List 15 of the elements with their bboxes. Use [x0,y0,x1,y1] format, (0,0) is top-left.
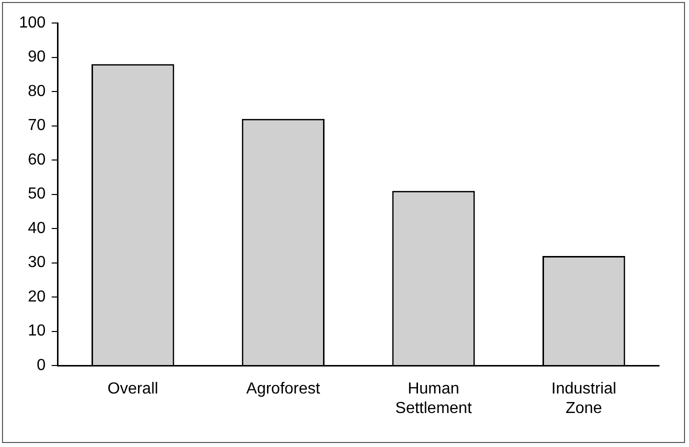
x-tick-label: Human Settlement [395,380,472,417]
y-tick-label: 20 [28,288,46,306]
y-tick-label: 0 [36,357,46,374]
y-tick-label: 40 [28,220,46,237]
y-tick-label: 100 [18,14,46,32]
y-tick-label: 90 [28,48,46,66]
y-tick-label: 80 [28,82,46,100]
y-tick-label: 30 [28,254,46,272]
x-tick-label: Industrial Zone [551,380,616,417]
x-tick-label: Overall [108,380,158,398]
x-tick-label: Agroforest [246,380,321,398]
y-tick-label: 10 [28,322,46,340]
y-tick-label: 50 [28,186,46,203]
y-tick-label: 60 [28,151,46,168]
y-tick-label: 70 [28,117,46,134]
